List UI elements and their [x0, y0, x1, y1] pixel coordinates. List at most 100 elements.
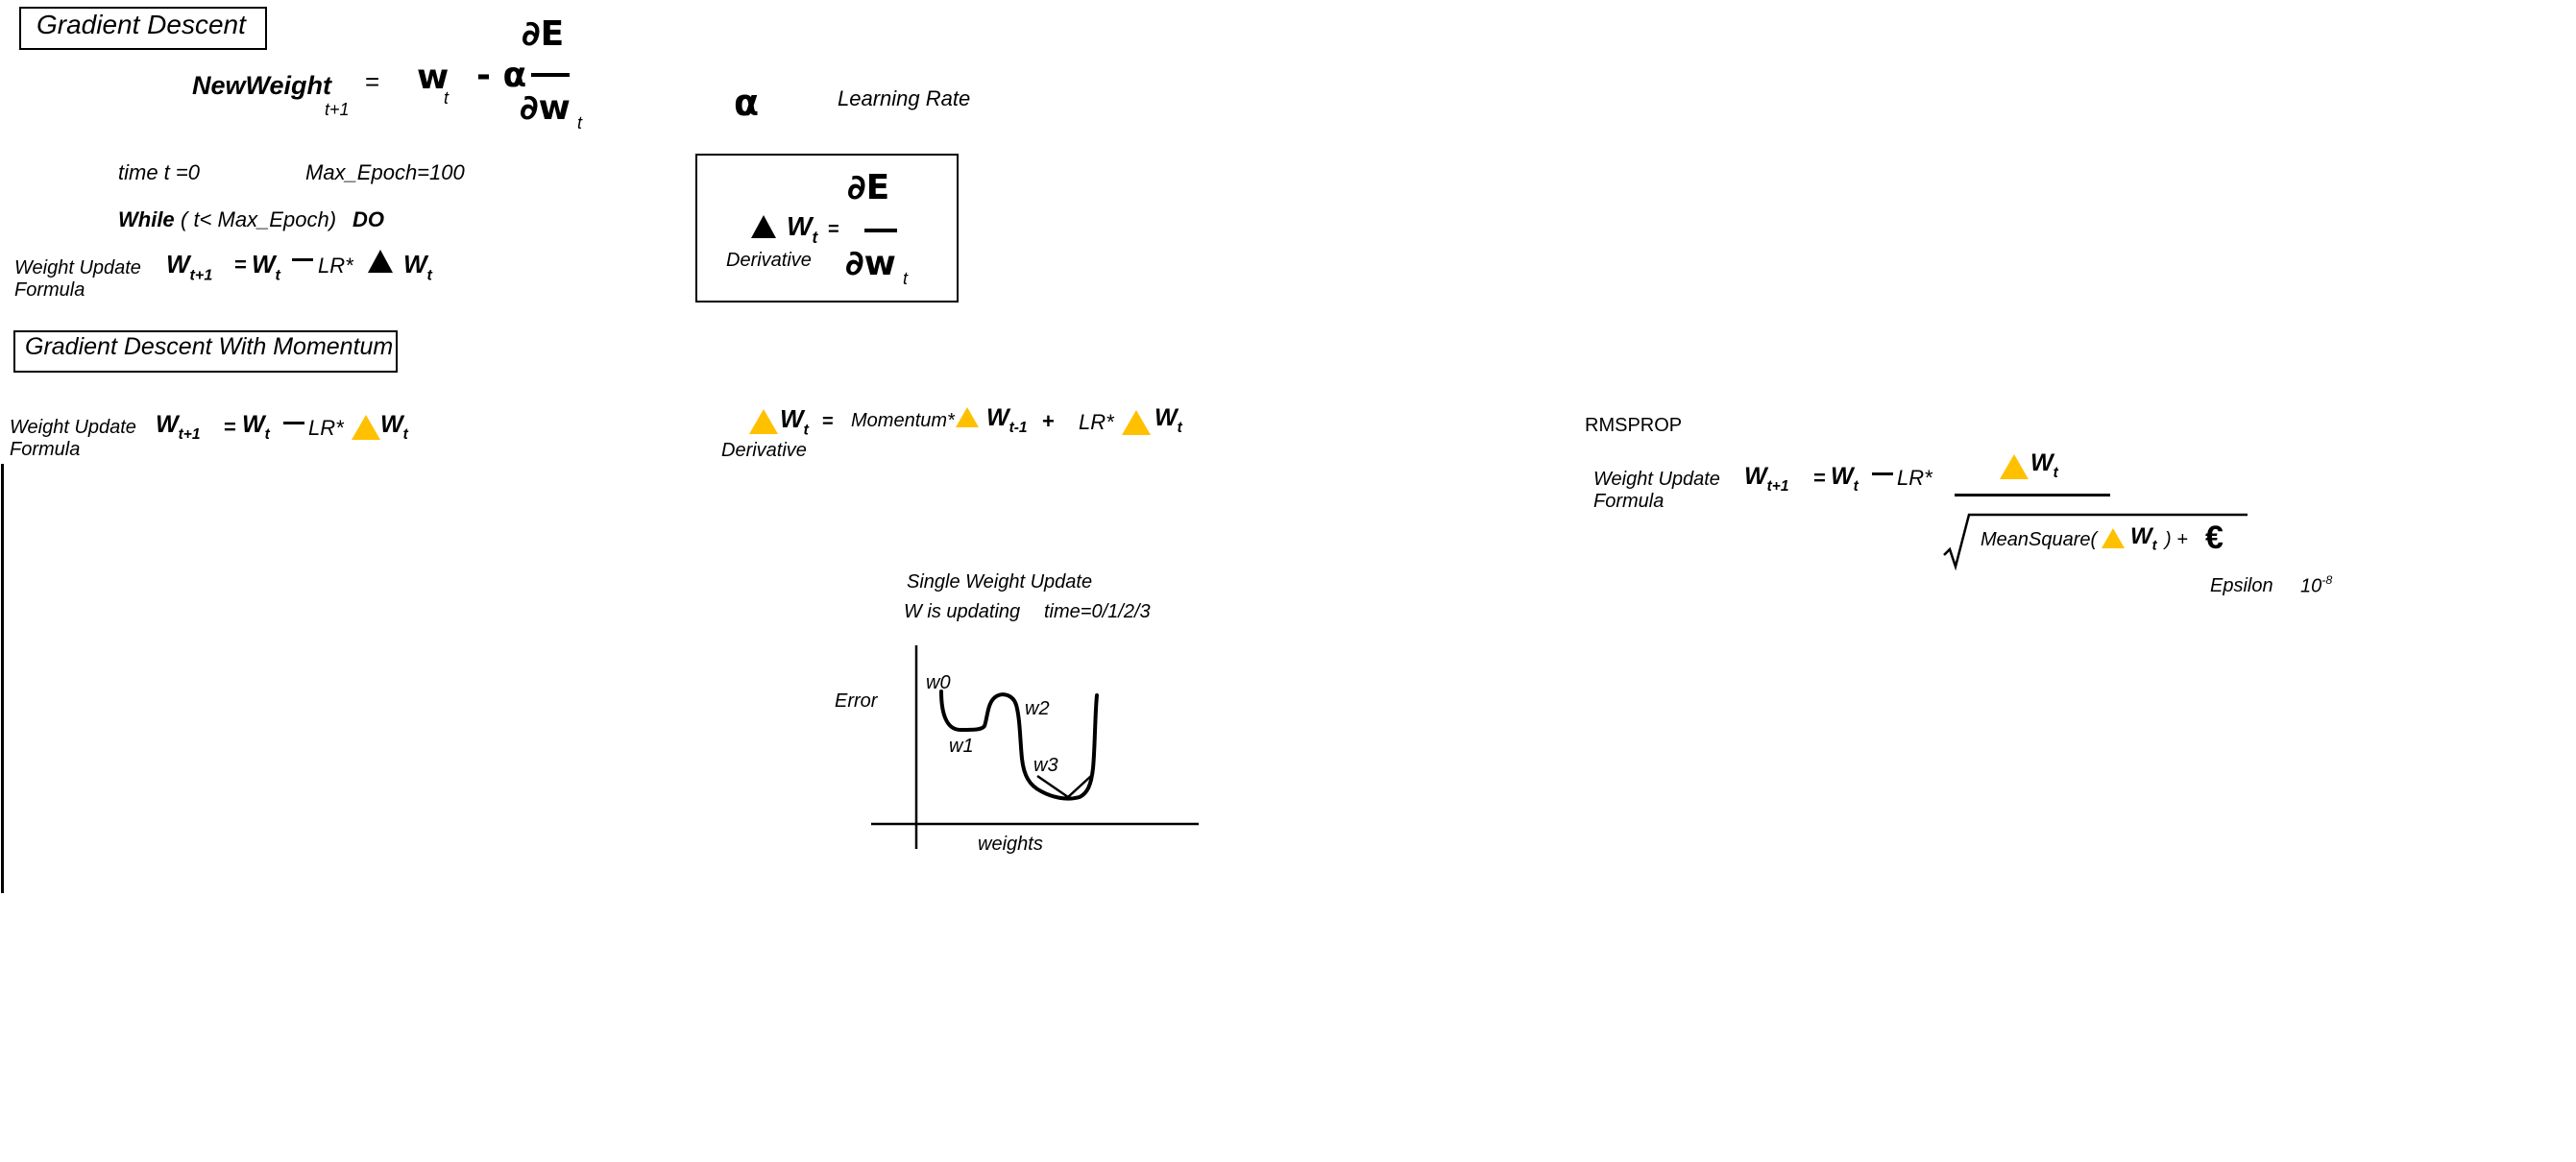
momentum-coefficient: Momentum* [851, 410, 955, 431]
epsilon-value: 10-8 [2300, 573, 2332, 598]
rmsprop-w-current-symbol: W [1831, 463, 1854, 490]
delta-triangle-icon [1122, 410, 1151, 438]
equals-sign-2: = [234, 253, 247, 277]
w-next-subscript: t+1 [189, 266, 213, 284]
while-condition: ( t< Max_Epoch) [181, 207, 337, 231]
mderiv-delta-w-2-subscript: t [1177, 419, 1182, 436]
w-next-symbol: W [166, 250, 190, 278]
delta-triangle-icon [352, 415, 380, 443]
momentum-w-current-subscript: t [264, 425, 270, 443]
mderiv-delta-w-2: Wt [1154, 404, 1182, 437]
delta-triangle-icon [368, 250, 393, 276]
rmsprop-w-next-symbol: W [1744, 463, 1767, 490]
momentum-lr: LR* [308, 416, 344, 440]
epsilon-symbol: € [2205, 520, 2224, 556]
min-to-right-line [1067, 775, 1092, 798]
square-root-icon [1943, 513, 2248, 571]
momentum-w-current-symbol: W [242, 411, 265, 438]
mderiv-delta-w-2-symbol: W [1154, 404, 1178, 431]
mderiv-delta-w-prev-symbol: W [986, 404, 1009, 431]
point-label-w0: w0 [926, 672, 951, 693]
weight-symbol: w [417, 58, 450, 97]
box-fraction-bar [864, 229, 897, 232]
equals-sign: = [365, 67, 380, 96]
momentum-delta-w-subscript: t [402, 425, 408, 443]
w-current-subscript: t [275, 266, 280, 284]
momentum-derivative-label: Derivative [721, 440, 807, 461]
box-partial-e: ∂E [847, 168, 890, 207]
time-init: time t =0 [118, 160, 200, 184]
mderiv-delta-w-symbol: W [780, 404, 804, 433]
rmsprop-num-delta-w-symbol: W [2030, 449, 2054, 476]
mderiv-lr: LR* [1079, 410, 1114, 434]
mderiv-delta-w-prev-subscript: t-1 [1009, 419, 1028, 436]
delta-triangle-icon [749, 409, 778, 437]
gradient-descent-title: Gradient Descent [36, 10, 246, 39]
graph-xlabel: weights [978, 834, 1043, 855]
graph-subtitle-a: W is updating [904, 601, 1021, 622]
learning-rate-label: Learning Rate [838, 86, 971, 110]
mderiv-delta-w-prev: Wt-1 [986, 404, 1028, 437]
point-label-w2: w2 [1025, 698, 1050, 719]
rmsprop-w-current-subscript: t [1853, 477, 1859, 495]
delta-triangle-icon [956, 407, 979, 430]
momentum-delta-w: Wt [380, 411, 408, 444]
delta-triangle-icon [2102, 528, 2125, 551]
momentum-delta-w-symbol: W [380, 411, 403, 438]
formula-label: Formula [14, 279, 85, 301]
while-keyword: While [118, 207, 175, 231]
minus-alpha: - α [476, 56, 527, 95]
delta-triangle-icon [751, 215, 776, 241]
delta-w-subscript: t [426, 266, 432, 284]
momentum-update-label: Weight Update [10, 417, 136, 438]
delta-w-box: Wt [787, 211, 817, 248]
rmsprop-fraction-bar [1955, 494, 2110, 496]
gradient-descent-title-box [19, 7, 267, 50]
weight-subscript: t [444, 88, 450, 108]
delta-w-box-subscript: t [812, 227, 818, 247]
rmsprop-num-delta-w: Wt [2030, 449, 2058, 482]
delta-triangle-icon [2000, 454, 2029, 482]
epsilon-label: Epsilon [2210, 575, 2273, 596]
newweight-label: NewWeight [192, 71, 332, 100]
momentum-w-current: Wt [242, 411, 270, 444]
partial-e-numerator: ∂E [522, 14, 565, 54]
w3-to-min-line [1036, 774, 1069, 799]
do-keyword: DO [352, 207, 384, 231]
delta-w-box-symbol: W [787, 211, 813, 241]
rmsprop-title: RMSPROP [1585, 415, 1683, 436]
rmsprop-lr: LR* [1897, 466, 1932, 490]
meansquare-close-plus: ) + [2165, 529, 2188, 550]
momentum-title-box [13, 330, 398, 373]
rmsprop-den-delta-w-subscript: t [2151, 538, 2157, 554]
graph-subtitle-b: time=0/1/2/3 [1044, 601, 1151, 622]
box-partial-w: ∂w [845, 244, 896, 283]
point-label-w1: w1 [949, 736, 974, 757]
mderiv-plus: + [1042, 409, 1055, 433]
w-next: Wt+1 [166, 250, 212, 284]
delta-w-symbol: W [403, 250, 427, 278]
left-edge-line [1, 464, 4, 893]
rmsprop-w-next: Wt+1 [1744, 463, 1788, 496]
mderiv-equals: = [822, 411, 834, 432]
rmsprop-den-delta-w-symbol: W [2130, 523, 2152, 549]
momentum-formula-label: Formula [10, 439, 81, 460]
mderiv-delta-w: Wt [780, 404, 809, 439]
meansquare-label: MeanSquare( [1981, 529, 2098, 550]
derivative-label: Derivative [726, 250, 812, 271]
momentum-equals: = [224, 415, 236, 439]
rmsprop-den-delta-w: Wt [2130, 523, 2157, 554]
momentum-w-next-subscript: t+1 [178, 425, 201, 443]
rmsprop-num-delta-w-subscript: t [2053, 464, 2058, 481]
delta-w: Wt [403, 250, 432, 284]
weight-update-label: Weight Update [14, 257, 141, 278]
box-equals: = [828, 219, 839, 240]
max-epoch: Max_Epoch=100 [305, 160, 465, 184]
derivative-box [695, 154, 959, 303]
mderiv-delta-w-subscript: t [803, 421, 809, 439]
fraction-bar [531, 73, 570, 77]
momentum-w-next: Wt+1 [156, 411, 200, 444]
partial-w-denominator: ∂w [520, 88, 571, 128]
alpha-symbol: α [734, 82, 760, 124]
graph-ylabel: Error [835, 690, 878, 712]
